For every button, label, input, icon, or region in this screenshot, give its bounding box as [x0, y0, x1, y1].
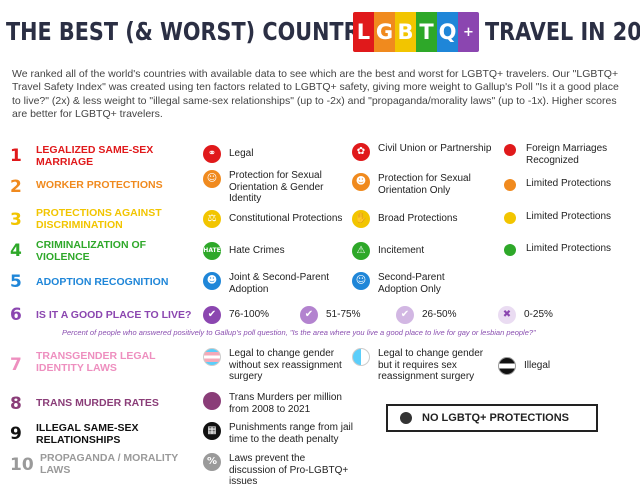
- flag-letter: B: [395, 12, 416, 52]
- factor-label: WORKER PROTECTIONS: [36, 179, 163, 191]
- murder-rate-dot-icon: [203, 392, 221, 410]
- legend-item: Legal to change gender but it requires s…: [352, 348, 497, 383]
- censor-icon: %: [203, 453, 221, 471]
- legend-item: ▦ Punishments range from jail time to the…: [203, 422, 353, 445]
- factor-label: TRANSGENDER LEGAL IDENTITY LAWS: [36, 350, 156, 374]
- legend-item: ✿ Civil Union or Partnership: [352, 143, 492, 161]
- factor-number: 3: [10, 210, 22, 230]
- flag-letter: G: [374, 12, 395, 52]
- no-protections-box: NO LGBTQ+ PROTECTIONS: [386, 404, 598, 432]
- legend-item: Limited Protections: [500, 211, 611, 224]
- legend-item: ☺ Protection for Sexual Orientation & Gen…: [203, 170, 348, 205]
- factor-label: PROPAGANDA / MORALITY LAWS: [40, 452, 179, 476]
- legend-item: ⚠ Incitement: [352, 242, 424, 260]
- thumb-icon: ✔: [396, 306, 414, 324]
- legend-item: ✋ Broad Protections: [352, 210, 458, 228]
- poll-footnote: Percent of people who answered positivel…: [62, 328, 536, 337]
- red-dot-icon: [504, 144, 516, 156]
- legend-item: HATE Hate Crimes: [203, 242, 285, 260]
- family-icon: ☻: [203, 272, 221, 290]
- intro-paragraph: We ranked all of the world's countries w…: [12, 68, 619, 121]
- factor-number: 5: [10, 272, 22, 292]
- legend-item: ⚭ Legal: [203, 145, 253, 163]
- thumb-down-icon: ✖: [498, 306, 516, 324]
- jail-icon: ▦: [203, 422, 221, 440]
- legend-item: ☺ Second-Parent Adoption Only: [352, 272, 472, 295]
- flag-letter: T: [416, 12, 437, 52]
- factor-number: 7: [10, 355, 22, 375]
- legend-item: ✔ 76-100%: [203, 306, 269, 324]
- legend-item: Legal to change gender without sex reass…: [203, 348, 348, 383]
- green-dot-icon: [504, 244, 516, 256]
- factor-number: 1: [10, 146, 22, 166]
- black-dot-icon: [400, 412, 412, 424]
- legend-item: ☻ Protection for Sexual Orientation Only: [352, 173, 497, 196]
- factor-label: PROTECTIONS AGAINST DISCRIMINATION: [36, 207, 162, 231]
- ribbon-icon: ✿: [352, 143, 370, 161]
- legend-item: % Laws prevent the discussion of Pro-LGBT…: [203, 453, 353, 488]
- thumb-icon: ✔: [300, 306, 318, 324]
- thumb-icon: ✔: [203, 306, 221, 324]
- legend-item: ✔ 51-75%: [300, 306, 360, 324]
- flag-letter: L: [353, 12, 374, 52]
- people-icon: ☺: [203, 170, 221, 188]
- rings-icon: ⚭: [203, 145, 221, 163]
- trans-flag-icon: [203, 348, 221, 366]
- legend-item: ✖ 0-25%: [498, 306, 553, 324]
- yellow-dot-icon: [504, 212, 516, 224]
- hate-crime-icon: HATE: [203, 242, 221, 260]
- factor-label: TRANS MURDER RATES: [36, 397, 159, 409]
- page-title-right: TRAVEL IN 2023: [485, 16, 640, 46]
- legend-item: Limited Protections: [500, 243, 611, 256]
- incitement-icon: ⚠: [352, 242, 370, 260]
- factor-number: 8: [10, 394, 22, 414]
- factor-label: ILLEGAL SAME-SEX RELATIONSHIPS: [36, 422, 139, 446]
- flag-plus: +: [458, 12, 479, 52]
- legend-item: Limited Protections: [500, 178, 620, 191]
- legend-item: ☻ Joint & Second-Parent Adoption: [203, 272, 343, 295]
- flag-letter: Q: [437, 12, 458, 52]
- rainbow-flag: L G B T Q +: [353, 12, 479, 52]
- factor-label: LEGALIZED SAME-SEX MARRIAGE: [36, 144, 154, 168]
- scales-icon: ⚖: [203, 210, 221, 228]
- factor-label: IS IT A GOOD PLACE TO LIVE?: [36, 309, 192, 321]
- factor-number: 4: [10, 241, 22, 261]
- factor-number: 9: [10, 424, 22, 444]
- legend-item: ✔ 26-50%: [396, 306, 456, 324]
- legend-item: Foreign Marriages Recognized: [500, 143, 620, 166]
- handshake-icon: ✋: [352, 210, 370, 228]
- factor-label: CRIMINALIZATION OF VIOLENCE: [36, 239, 147, 263]
- factor-number: 2: [10, 177, 22, 197]
- parent-icon: ☺: [352, 272, 370, 290]
- person-icon: ☻: [352, 173, 370, 191]
- orange-dot-icon: [504, 179, 516, 191]
- factor-number: 6: [10, 305, 22, 325]
- legend-item: Illegal: [498, 357, 550, 375]
- trans-flag-half-icon: [352, 348, 370, 366]
- legend-item: ⚖ Constitutional Protections: [203, 210, 342, 228]
- factor-number: 10: [10, 455, 34, 475]
- factor-label: ADOPTION RECOGNITION: [36, 276, 169, 288]
- legend-item: Trans Murders per million from 2008 to 2…: [203, 392, 353, 415]
- illegal-flag-icon: [498, 357, 516, 375]
